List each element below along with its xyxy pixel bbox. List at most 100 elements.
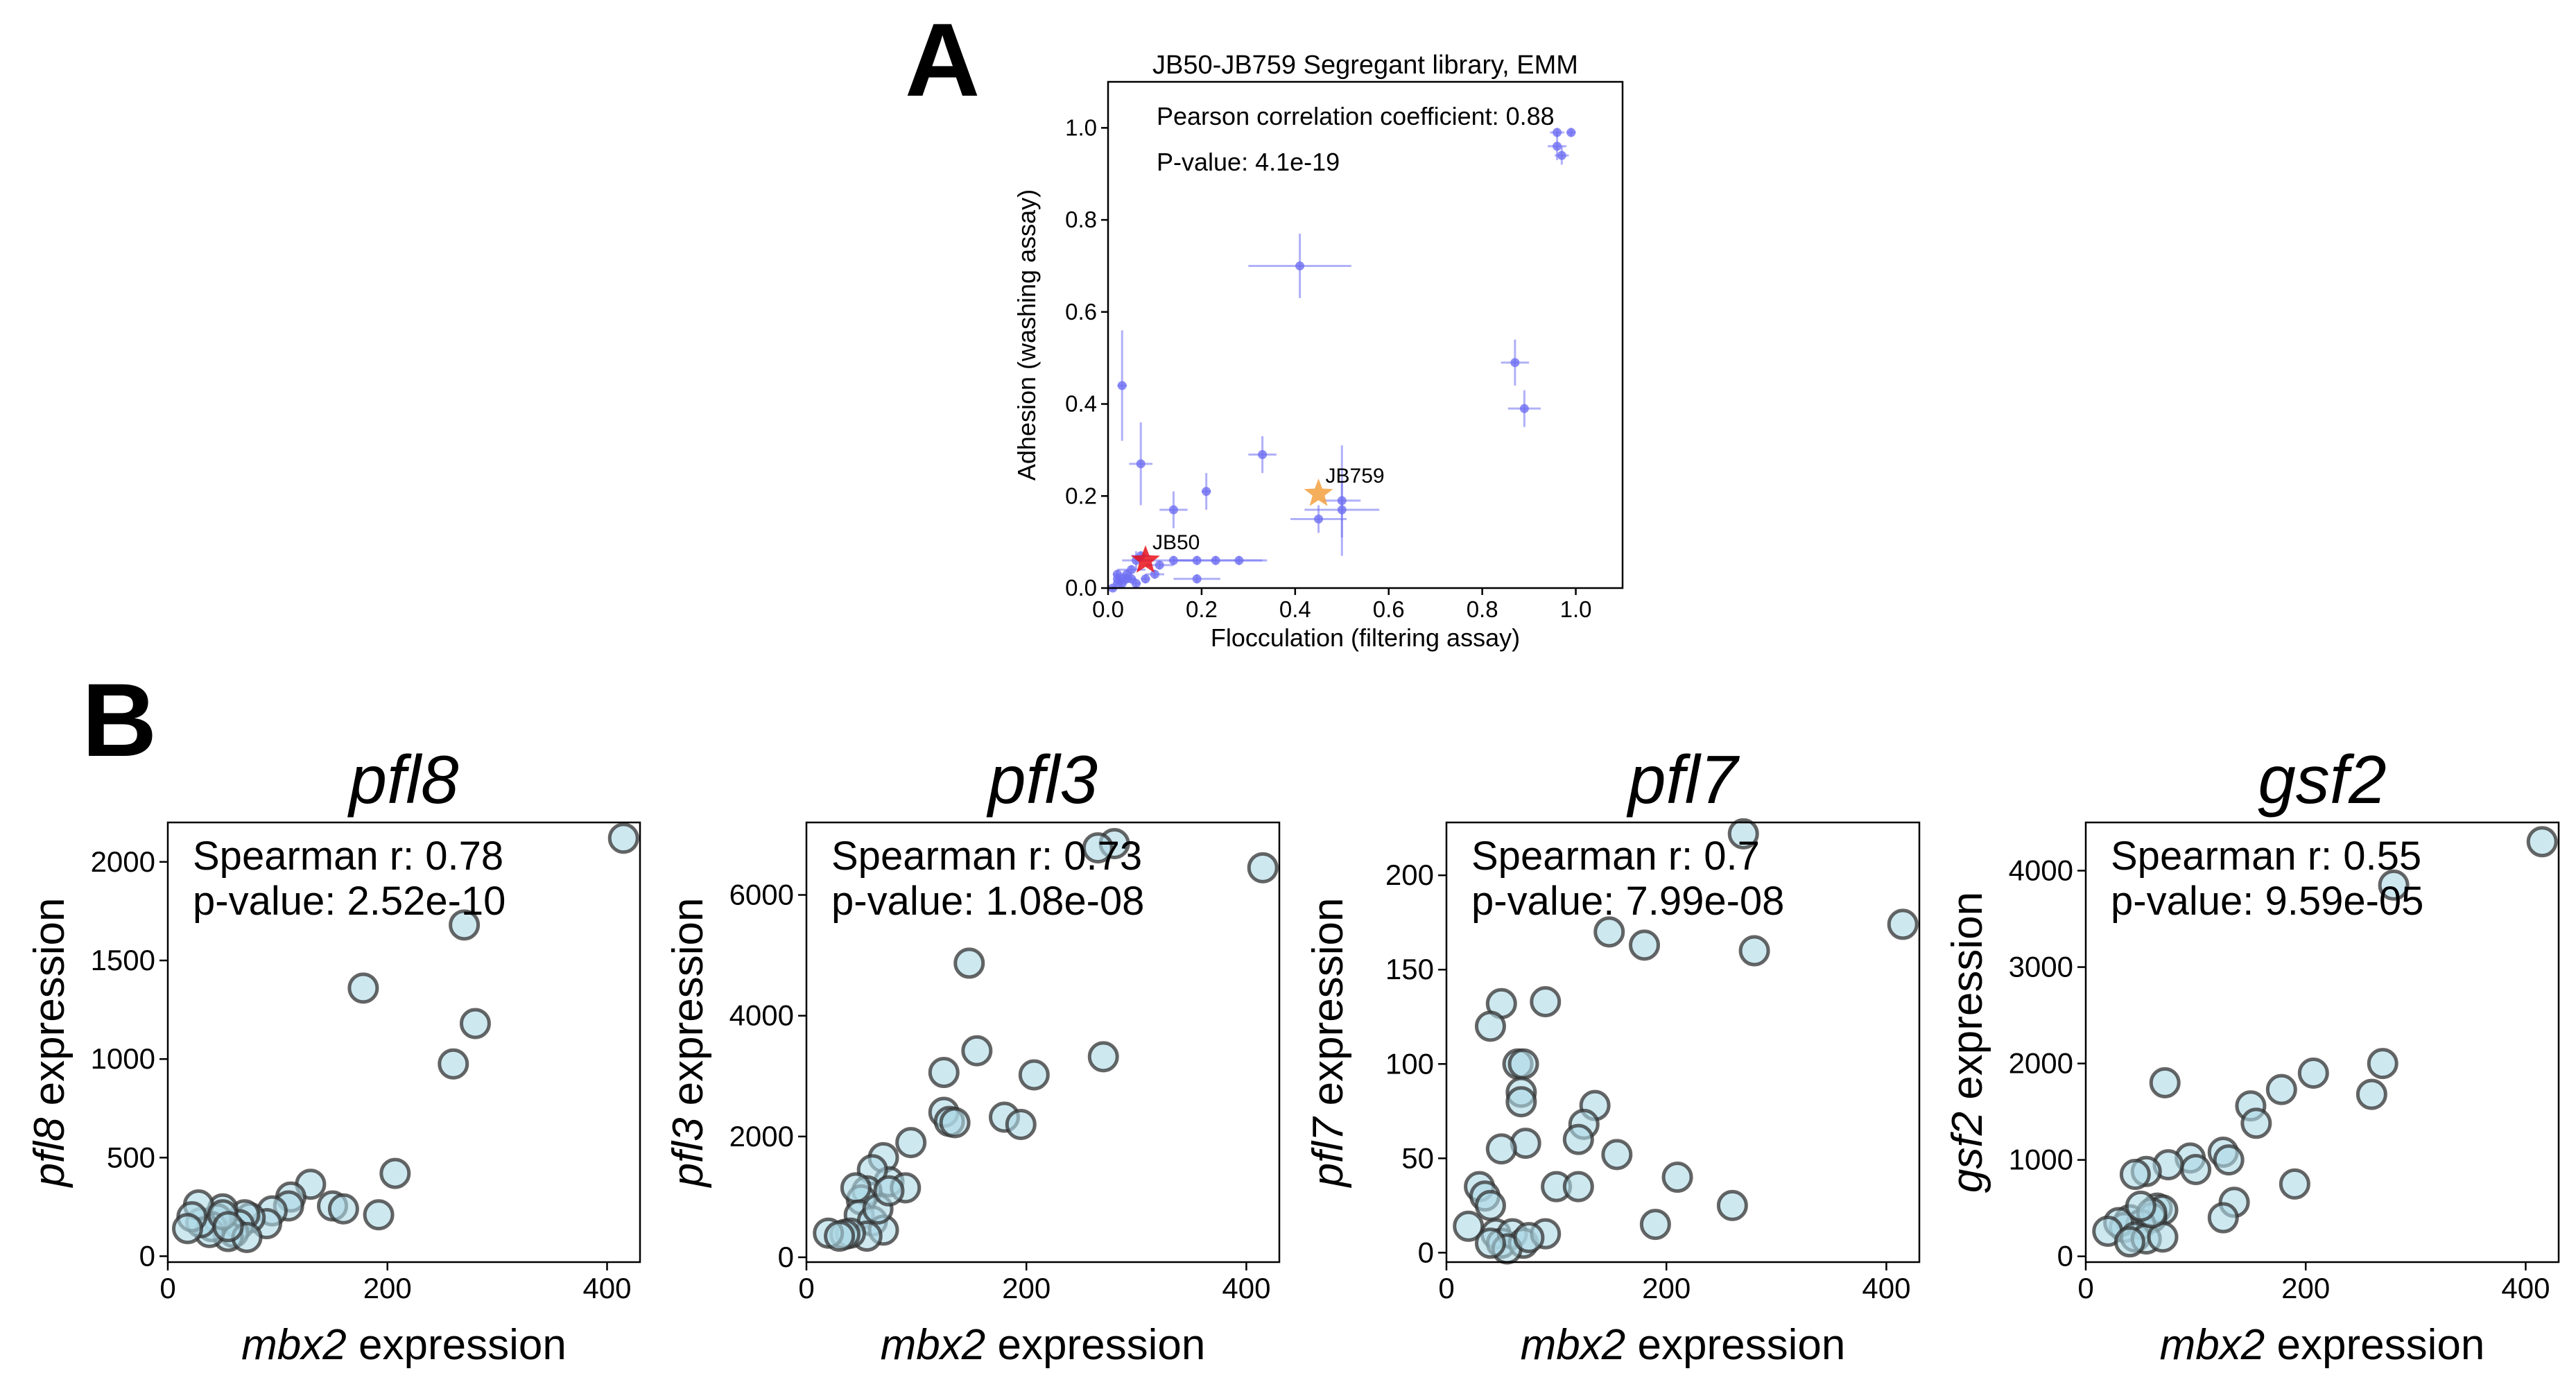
pfl7-point-22	[1639, 1209, 1671, 1241]
panel-a-point-19	[1168, 555, 1178, 565]
gsf2-point-8	[2149, 1067, 2181, 1098]
panel-a-point-3	[1557, 150, 1566, 160]
panel-a-point-6	[1519, 404, 1529, 413]
pfl3-point-12	[1005, 1108, 1037, 1140]
pfl8-point-6	[363, 1199, 395, 1231]
panel-a-point-32	[1150, 569, 1159, 579]
pfl7-point-16	[1485, 1133, 1517, 1165]
pfl8-ylabel-gene: pfl8	[26, 1117, 74, 1188]
pfl8-ytick-label-2: 1000	[91, 1042, 155, 1075]
pfl3-stat-spearman: Spearman r: 0.73	[831, 834, 1142, 879]
pfl8-xlabel: mbx2 expression	[241, 1321, 567, 1369]
panel-a-highlight-jb50-star	[1131, 545, 1160, 573]
pfl3-point-20	[840, 1172, 872, 1204]
panel-a-frame	[1107, 80, 1624, 589]
pfl8-ytick-label-4: 2000	[91, 845, 155, 878]
panel-a-point-10	[1202, 487, 1211, 497]
pfl3-point-10	[939, 1107, 971, 1139]
pfl7-point-14	[1562, 1123, 1594, 1155]
pfl7-xtick-label-0: 0	[1438, 1272, 1454, 1304]
pfl7-ytick-label-3: 150	[1385, 953, 1434, 985]
gsf2-stat-spearman: Spearman r: 0.55	[2111, 834, 2421, 879]
pfl8-point-2	[459, 1008, 491, 1040]
pfl7-point-33	[1474, 1227, 1506, 1259]
pfl3-ytick-label-3: 6000	[729, 879, 794, 911]
pfl7-stat-pvalue: p-value: 7.99e-08	[1471, 879, 1784, 924]
panel-a-ytick-label-1: 0.2	[1065, 483, 1097, 508]
pfl3-xtick-label-2: 400	[1222, 1272, 1270, 1304]
gsf2-point-30	[2113, 1226, 2145, 1258]
gsf2-xlabel-gene: mbx2	[2160, 1321, 2265, 1369]
pfl3-point-1	[1082, 832, 1114, 864]
pfl7-point-3	[1628, 929, 1660, 961]
gsf2-points	[2092, 826, 2558, 1258]
panel-a-ytick-label-5: 1.0	[1065, 114, 1097, 140]
panel-a-point-14	[1337, 496, 1347, 506]
gsf2-point-1	[2378, 869, 2410, 901]
gsf2-ytick-label-0: 0	[2057, 1240, 2073, 1273]
pfl8-point-5	[379, 1157, 411, 1189]
gsf2-point-2	[2367, 1048, 2398, 1080]
pfl3-point-2	[1247, 852, 1279, 883]
pfl3-ylabel: pfl3 expression	[664, 897, 712, 1188]
pfl8-title: pfl8	[347, 741, 458, 818]
pfl7-ytick-label-0: 0	[1418, 1236, 1434, 1268]
panel-a-point-12	[1314, 514, 1324, 524]
pfl7-xlabel: mbx2 expression	[1521, 1321, 1846, 1369]
pfl7-xlabel-rest: expression	[1625, 1321, 1845, 1369]
panel-a-point-8	[1136, 459, 1146, 469]
gsf2-ytick-label-3: 3000	[2009, 951, 2073, 983]
gsf2-title: gsf2	[2258, 741, 2386, 818]
pfl8-point-29	[212, 1211, 244, 1243]
pfl7-ylabel-gene: pfl7	[1304, 1116, 1352, 1188]
gsf2-point-0	[2526, 826, 2558, 858]
panel-a-xtick-label-1: 0.2	[1186, 596, 1218, 622]
pfl3-point-4	[961, 1035, 993, 1067]
gsf2-ytick-label-4: 4000	[2009, 854, 2073, 887]
pfl3-point-13	[895, 1127, 927, 1159]
panel-a-point-9	[1258, 450, 1268, 460]
pfl8-stat-spearman: Spearman r: 0.78	[193, 834, 503, 879]
gsf2-point-3	[2297, 1057, 2329, 1089]
pfl8-ylabel: pfl8 expression	[26, 897, 74, 1188]
pfl7-xlabel-gene: mbx2	[1521, 1321, 1626, 1369]
pfl7-ytick-label-1: 50	[1401, 1141, 1434, 1174]
pfl7-point-19	[1562, 1171, 1594, 1202]
pfl8-ytick-label-0: 0	[139, 1239, 155, 1272]
pfl3-point-7	[928, 1057, 960, 1089]
pfl3-ytick-label-2: 4000	[729, 999, 794, 1032]
pfl7-point-34	[1513, 1222, 1545, 1254]
pfl3-point-28	[824, 1221, 856, 1252]
pfl7-point-25	[1474, 1189, 1506, 1221]
panel-a-xtick-label-4: 0.8	[1467, 596, 1498, 622]
pfl3-title: pfl3	[986, 741, 1098, 818]
gsf2-point-32	[2125, 1190, 2156, 1222]
panel-a-xtick-label-5: 1.0	[1560, 596, 1592, 622]
gsf2-ytick-label-2: 2000	[2009, 1047, 2073, 1080]
pfl3-ylabel-rest: expression	[664, 897, 712, 1117]
pfl3-stat-pvalue: p-value: 1.08e-08	[831, 879, 1144, 924]
pfl8-xtick-label-0: 0	[159, 1272, 175, 1304]
pfl7-xtick-label-1: 200	[1642, 1272, 1691, 1304]
gsf2-point-4	[2355, 1078, 2387, 1110]
panel-label-a: A	[905, 1, 980, 118]
pfl7-point-17	[1601, 1139, 1633, 1171]
pfl7-point-4	[1738, 935, 1770, 967]
gsf2-xtick-label-0: 0	[2077, 1272, 2093, 1304]
panel-a-xtick-label-3: 0.6	[1373, 596, 1405, 622]
pfl7-point-2	[1593, 916, 1625, 948]
panel-a-point-31	[1141, 574, 1150, 584]
pfl7-point-1	[1887, 908, 1919, 940]
pfl3-point-3	[953, 947, 985, 979]
gsf2-xtick-label-2: 400	[2501, 1272, 2550, 1304]
panel-a-point-4	[1295, 261, 1305, 270]
panel-a-ytick-label-3: 0.6	[1065, 299, 1097, 325]
panel-a-highlight-jb759-label: JB759	[1326, 465, 1385, 488]
pfl8-point-4	[347, 972, 379, 1004]
pfl7-point-9	[1507, 1048, 1539, 1080]
gsf2-stat-pvalue: p-value: 9.59e-05	[2111, 879, 2423, 924]
pfl7-stat-spearman: Spearman r: 0.7	[1471, 834, 1760, 879]
gsf2-xlabel: mbx2 expression	[2160, 1321, 2485, 1369]
panel-a-point-20	[1155, 560, 1164, 570]
